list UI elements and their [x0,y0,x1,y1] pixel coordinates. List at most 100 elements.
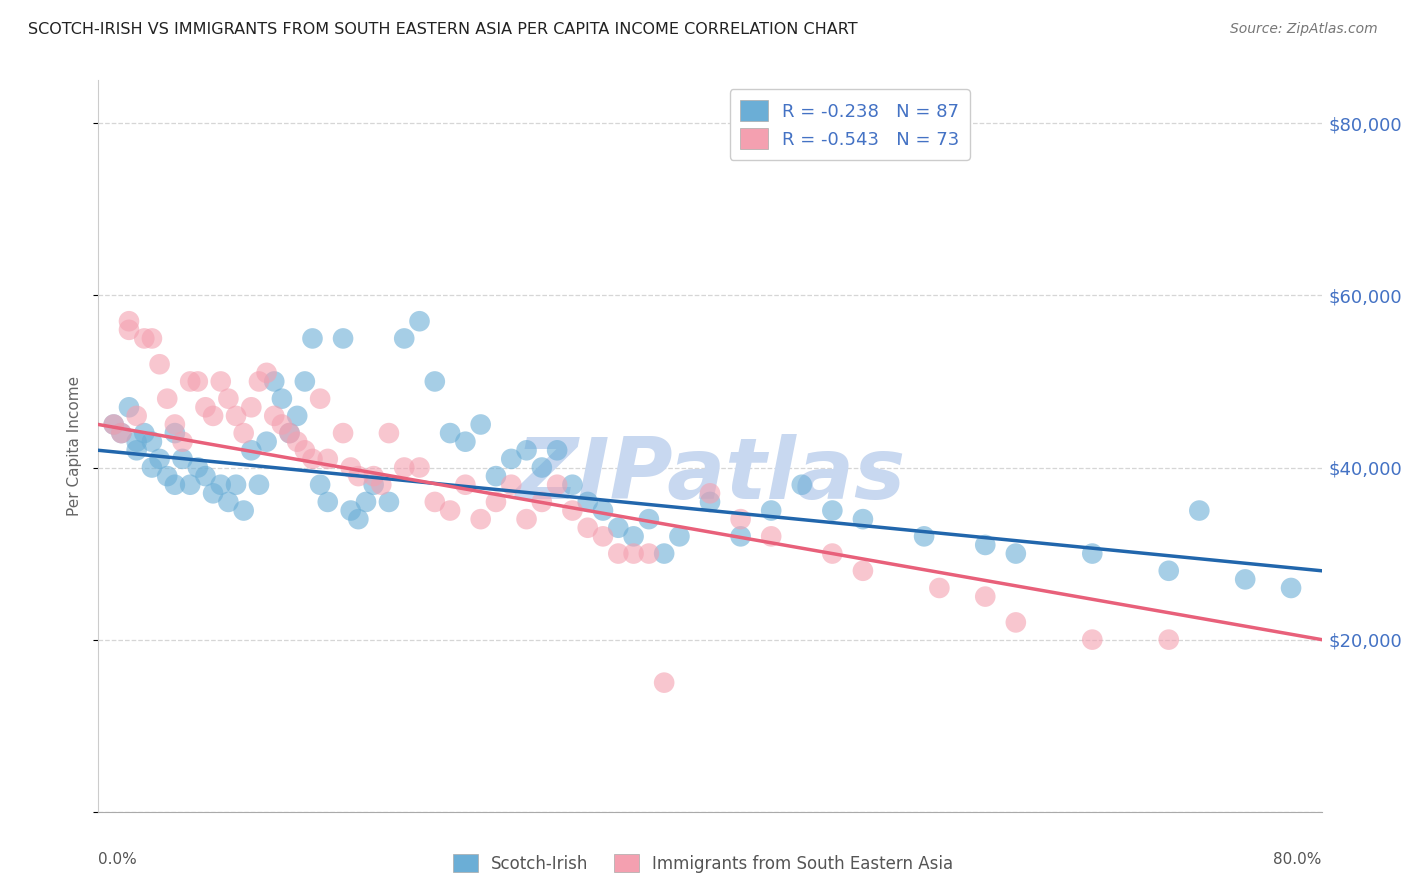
Point [454,434,477,449]
Point [285,434,308,449]
Point [118,401,141,415]
Point [699,495,721,509]
Point [485,495,508,509]
Point [423,495,446,509]
Point [256,366,278,380]
Point [103,417,125,432]
Point [363,477,385,491]
Point [217,392,239,406]
Legend: Scotch-Irish, Immigrants from South Eastern Asia: Scotch-Irish, Immigrants from South East… [446,847,960,880]
Point [668,529,690,543]
Point [912,529,935,543]
Point [247,375,270,389]
Point [118,323,141,337]
Point [530,495,553,509]
Point [439,426,461,441]
Point [285,409,308,423]
Point [852,512,875,526]
Point [156,392,179,406]
Point [278,426,301,441]
Point [194,401,217,415]
Point [134,331,156,345]
Point [141,460,163,475]
Point [607,521,630,535]
Point [730,529,752,543]
Point [270,417,294,432]
Point [110,426,132,441]
Point [370,477,392,491]
Point [187,375,209,389]
Point [225,477,247,491]
Point [652,547,675,561]
Point [301,451,323,466]
Point [347,512,370,526]
Point [232,503,254,517]
Point [301,331,323,345]
Point [339,503,361,517]
Point [821,503,844,517]
Point [202,409,225,423]
Point [202,486,225,500]
Point [187,460,209,475]
Point [125,443,148,458]
Point [623,529,645,543]
Point [156,469,179,483]
Y-axis label: Per Capita Income: Per Capita Income [67,376,83,516]
Point [125,434,148,449]
Point [163,477,186,491]
Point [294,375,316,389]
Point [347,469,370,483]
Point [485,469,508,483]
Text: ZIPatlas: ZIPatlas [515,434,905,516]
Point [470,512,492,526]
Point [501,451,523,466]
Point [561,503,583,517]
Point [163,417,186,432]
Point [408,460,430,475]
Point [561,477,583,491]
Point [363,469,385,483]
Point [516,443,538,458]
Point [852,564,875,578]
Point [149,451,172,466]
Point [309,477,332,491]
Point [240,443,263,458]
Point [1157,564,1180,578]
Legend: R = -0.238   N = 87, R = -0.543   N = 73: R = -0.238 N = 87, R = -0.543 N = 73 [730,89,970,160]
Point [103,417,125,432]
Point [530,460,553,475]
Point [423,375,446,389]
Point [378,426,401,441]
Point [1081,547,1104,561]
Point [134,426,156,441]
Point [125,409,148,423]
Point [638,547,661,561]
Point [332,331,354,345]
Text: Source: ZipAtlas.com: Source: ZipAtlas.com [1230,22,1378,37]
Point [623,547,645,561]
Point [232,426,254,441]
Point [217,495,239,509]
Point [247,477,270,491]
Point [546,443,568,458]
Point [194,469,217,483]
Point [225,409,247,423]
Point [516,512,538,526]
Point [209,375,232,389]
Point [309,392,332,406]
Point [1188,503,1211,517]
Point [761,503,783,517]
Point [638,512,661,526]
Point [470,417,492,432]
Point [974,538,997,552]
Point [1004,615,1026,630]
Point [141,331,163,345]
Point [592,529,614,543]
Point [392,460,416,475]
Point [278,426,301,441]
Point [270,392,294,406]
Point [652,675,675,690]
Point [294,443,316,458]
Point [316,451,339,466]
Point [118,314,141,328]
